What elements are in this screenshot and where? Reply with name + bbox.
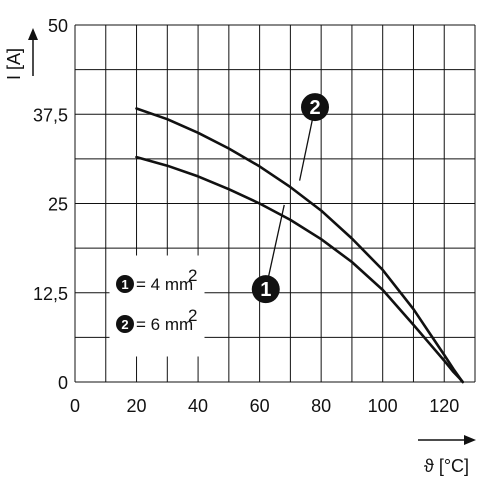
series-line-2 — [135, 107, 465, 384]
legend-entry-2: = 6 mm — [136, 315, 193, 334]
x-tick-label: 100 — [368, 396, 398, 416]
x-tick-label: 60 — [250, 396, 270, 416]
legend-marker-2 — [116, 315, 134, 333]
series-lines — [135, 107, 465, 384]
callout-leader-1 — [265, 204, 285, 290]
x-tick-label: 40 — [188, 396, 208, 416]
series-line-1 — [135, 155, 465, 384]
y-axis-label: I [A] — [4, 48, 24, 80]
y-tick-label: 12,5 — [33, 284, 68, 304]
y-axis-arrowhead — [28, 28, 38, 40]
x-tick-label: 0 — [70, 396, 80, 416]
y-tick-label: 50 — [48, 16, 68, 36]
y-tick-label: 25 — [48, 195, 68, 215]
x-tick-label: 20 — [127, 396, 147, 416]
curve-callouts: 12 — [251, 93, 329, 304]
legend-entry-1: = 4 mm — [136, 275, 193, 294]
y-axis-title: I [A] — [4, 28, 38, 80]
callout-badge-1 — [251, 275, 280, 304]
callout-badge-text-2: 2 — [309, 97, 320, 119]
y-tick-label: 0 — [58, 373, 68, 393]
tick-labels: 0 20 40 60 80 100 120 0 12,5 25 37,5 50 — [33, 16, 459, 416]
x-axis-title: ϑ [°C] — [418, 435, 476, 476]
x-tick-label: 120 — [429, 396, 459, 416]
x-tick-label: 80 — [311, 396, 331, 416]
callout-badge-2 — [301, 93, 329, 122]
legend-box — [109, 255, 205, 357]
legend-marker-1 — [116, 275, 134, 293]
y-tick-label: 37,5 — [33, 105, 68, 125]
grid — [74, 24, 476, 383]
x-axis-label: ϑ [°C] — [424, 456, 469, 476]
callout-badge-text-1: 1 — [260, 279, 271, 301]
legend-entry-sup-1: 2 — [188, 266, 197, 285]
legend-marker-text-1: 1 — [121, 277, 128, 292]
x-axis-arrowhead — [464, 435, 476, 445]
legend-marker-text-2: 2 — [121, 317, 128, 332]
legend-entry-sup-2: 2 — [188, 306, 197, 325]
